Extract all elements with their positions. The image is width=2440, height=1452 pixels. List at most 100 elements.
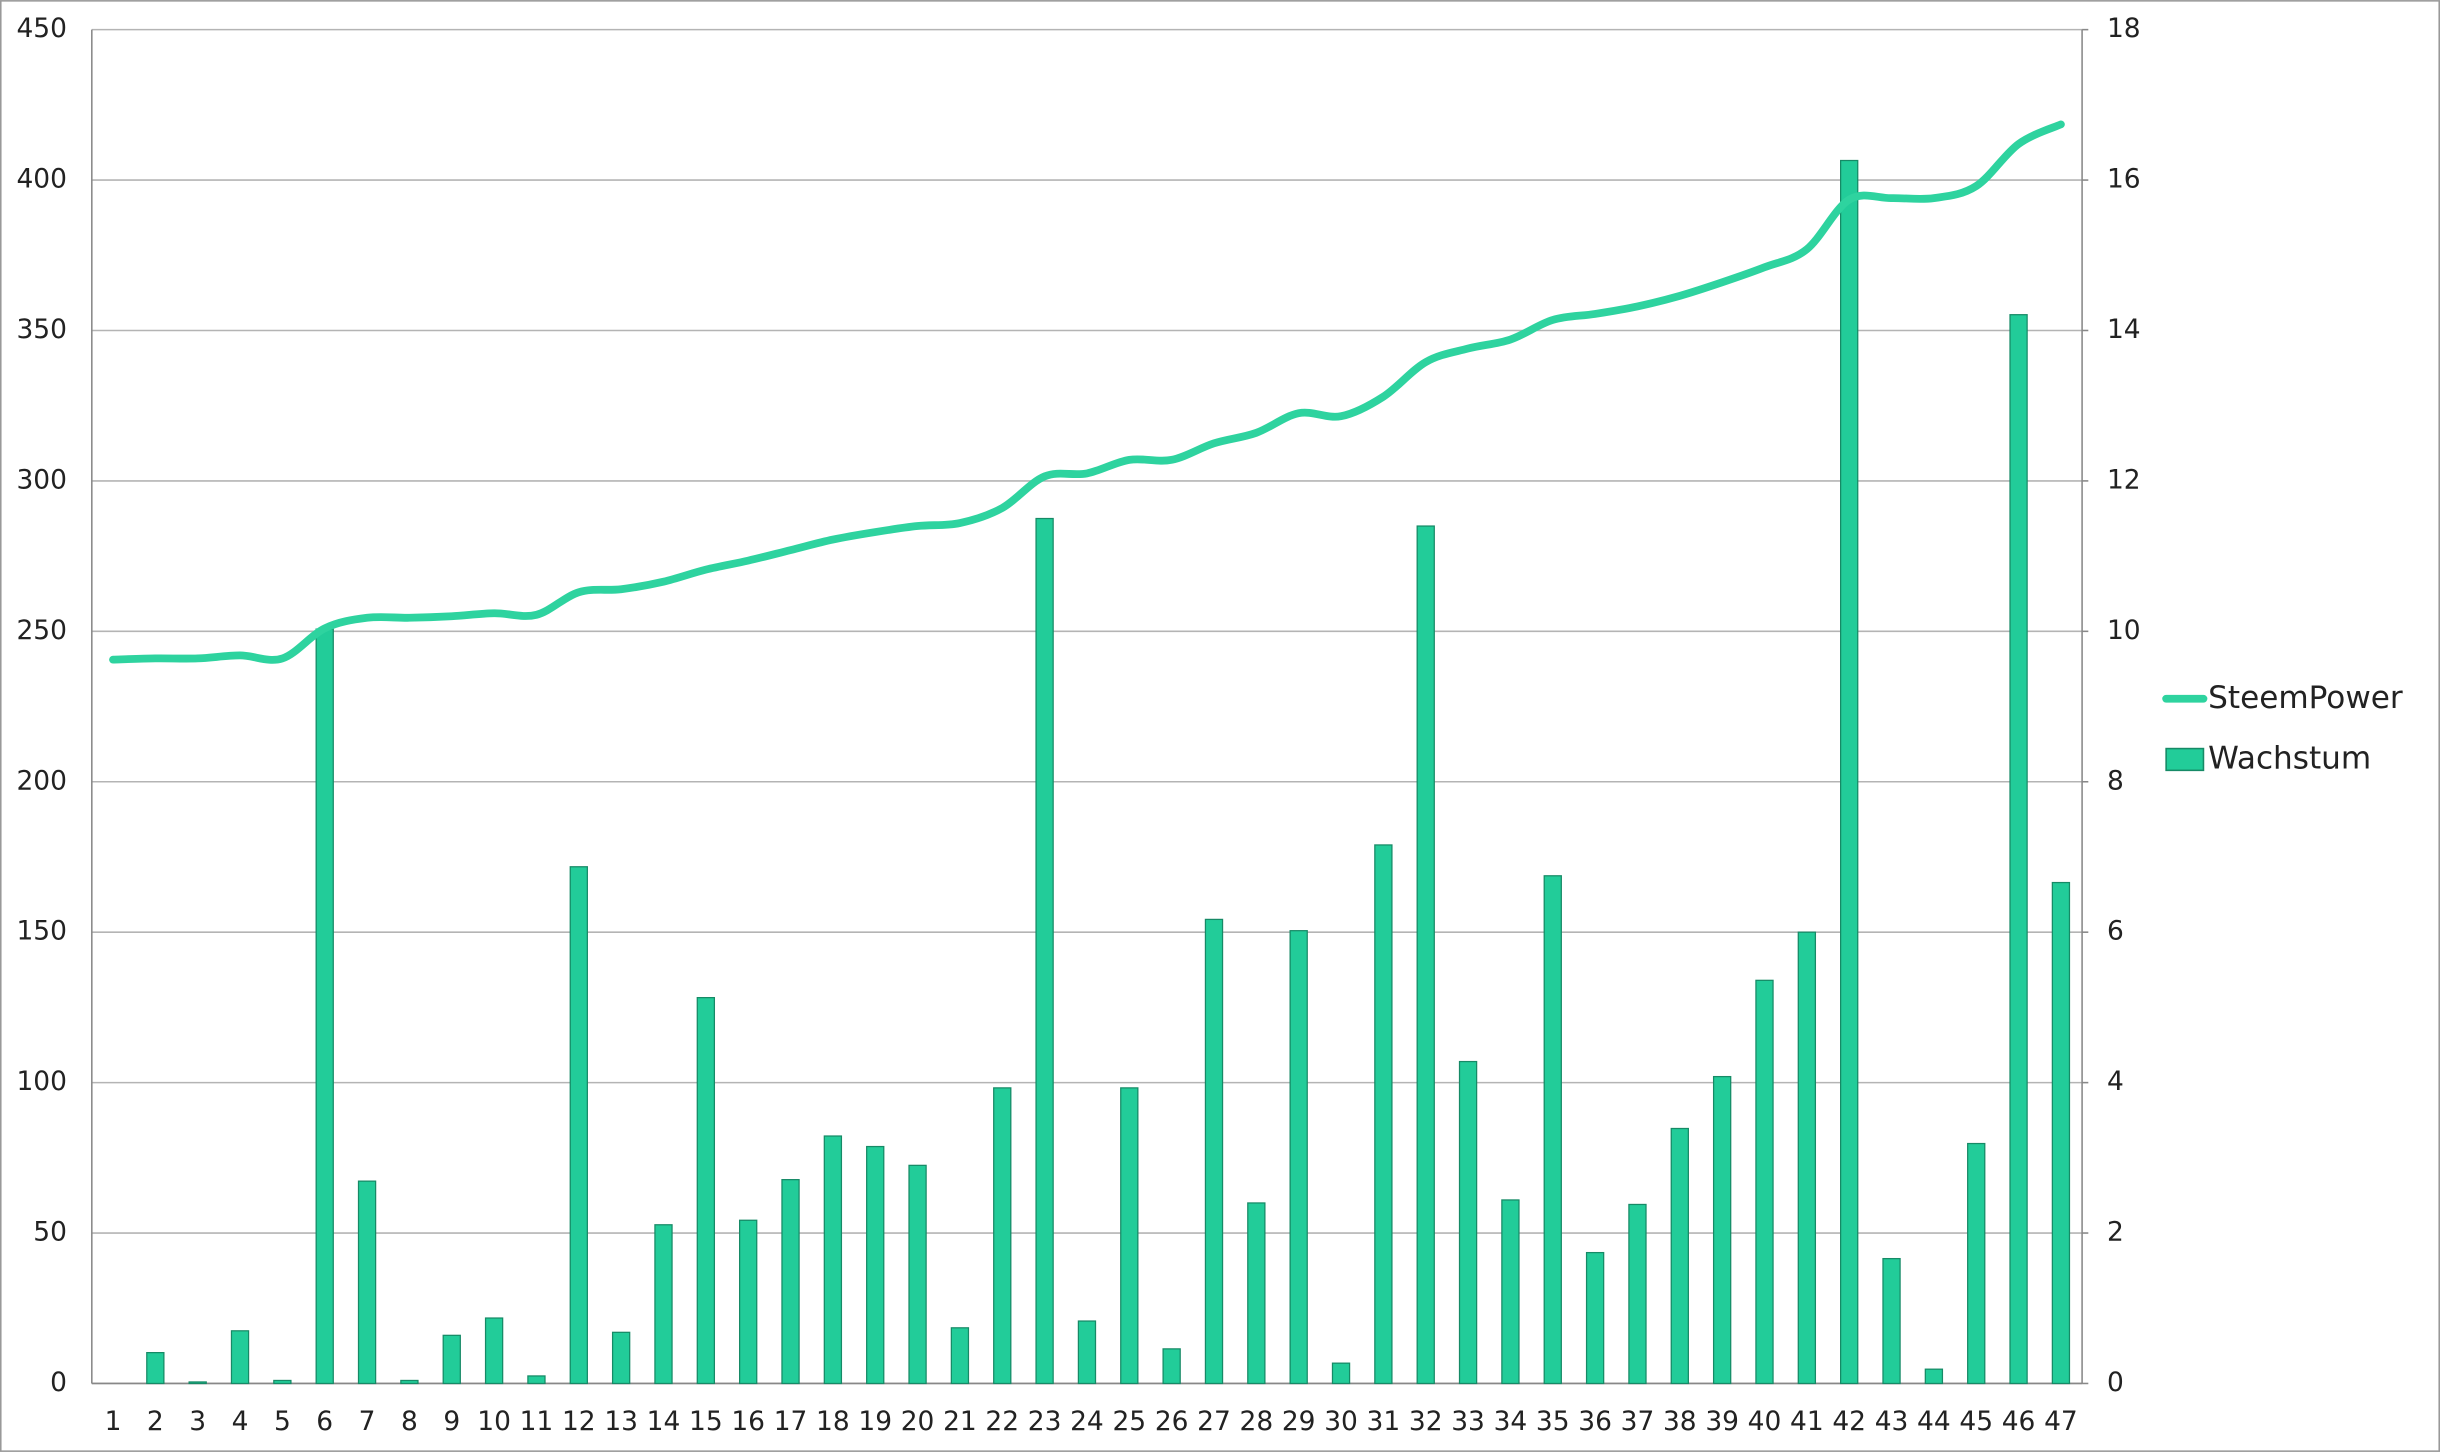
bar bbox=[1797, 931, 1817, 1385]
bar bbox=[1035, 517, 1054, 1385]
bar bbox=[1204, 918, 1224, 1385]
bar bbox=[654, 1224, 673, 1385]
x-tick-label: 4 bbox=[232, 1406, 249, 1437]
y2-tick-label: 10 bbox=[2107, 615, 2141, 646]
x-tick-label: 27 bbox=[1197, 1406, 1231, 1437]
x-tick-label: 11 bbox=[520, 1406, 554, 1437]
x-tick-label: 17 bbox=[774, 1406, 808, 1437]
x-tick-label: 40 bbox=[1748, 1406, 1782, 1437]
y-tick-label: 300 bbox=[16, 464, 66, 495]
bar bbox=[273, 1379, 292, 1385]
x-tick-label: 9 bbox=[443, 1406, 460, 1437]
line bbox=[109, 120, 2065, 664]
x-tick-label: 43 bbox=[1875, 1406, 1909, 1437]
x-tick-label: 33 bbox=[1451, 1406, 1485, 1437]
legend-label: Wachstum bbox=[2208, 740, 2371, 776]
bar bbox=[1628, 1203, 1647, 1385]
x-tick-label: 1 bbox=[105, 1406, 122, 1437]
y-tick-label: 200 bbox=[16, 765, 66, 796]
y2-tick-label: 16 bbox=[2107, 164, 2141, 195]
bar bbox=[1247, 1202, 1266, 1385]
x-tick-label: 16 bbox=[731, 1406, 765, 1437]
bar bbox=[1712, 1075, 1732, 1385]
bar bbox=[1416, 525, 1435, 1385]
y-tick-label: 400 bbox=[16, 164, 66, 195]
bar bbox=[611, 1331, 631, 1385]
bar bbox=[1924, 1368, 1944, 1385]
x-tick-label: 44 bbox=[1917, 1406, 1951, 1437]
x-tick-label: 5 bbox=[274, 1406, 291, 1437]
bar bbox=[1501, 1199, 1520, 1385]
bar bbox=[569, 866, 588, 1385]
x-tick-label: 12 bbox=[562, 1406, 596, 1437]
y2-tick-label: 8 bbox=[2107, 765, 2124, 796]
bar bbox=[1840, 159, 1859, 1385]
x-tick-label: 6 bbox=[316, 1406, 333, 1437]
x-tick-label: 18 bbox=[816, 1406, 850, 1437]
bar bbox=[1331, 1362, 1351, 1385]
bar bbox=[1882, 1257, 1901, 1385]
y-tick-label: 50 bbox=[33, 1217, 67, 1248]
x-tick-label: 15 bbox=[689, 1406, 723, 1437]
bar bbox=[230, 1330, 250, 1385]
y-tick-label: 100 bbox=[16, 1066, 66, 1097]
x-tick-label: 36 bbox=[1578, 1406, 1612, 1437]
x-tick-label: 8 bbox=[401, 1406, 418, 1437]
x-tick-label: 28 bbox=[1240, 1406, 1274, 1437]
bar bbox=[1755, 979, 1774, 1385]
bar bbox=[1543, 875, 1562, 1385]
x-tick-label: 2 bbox=[147, 1406, 164, 1437]
x-tick-label: 42 bbox=[1832, 1406, 1866, 1437]
x-tick-label: 3 bbox=[189, 1406, 206, 1437]
x-tick-label: 25 bbox=[1112, 1406, 1146, 1437]
bar bbox=[866, 1145, 885, 1385]
bar bbox=[1120, 1087, 1139, 1385]
bar bbox=[781, 1179, 800, 1385]
x-tick-label: 24 bbox=[1070, 1406, 1104, 1437]
bar bbox=[357, 1180, 377, 1385]
bar bbox=[1077, 1320, 1097, 1385]
x-tick-label: 13 bbox=[604, 1406, 638, 1437]
y2-tick-label: 4 bbox=[2107, 1066, 2124, 1097]
bar bbox=[823, 1135, 843, 1385]
bar bbox=[696, 996, 716, 1385]
x-tick-label: 38 bbox=[1663, 1406, 1697, 1437]
bar bbox=[1967, 1142, 1986, 1385]
bar bbox=[188, 1381, 207, 1385]
y-tick-label: 250 bbox=[16, 615, 66, 646]
x-tick-label: 26 bbox=[1155, 1406, 1189, 1437]
y2-tick-label: 6 bbox=[2107, 916, 2124, 947]
x-tick-label: 29 bbox=[1282, 1406, 1316, 1437]
x-tick-label: 22 bbox=[985, 1406, 1019, 1437]
bar bbox=[738, 1219, 758, 1385]
bar bbox=[1162, 1348, 1181, 1385]
bar bbox=[400, 1379, 419, 1385]
bar bbox=[950, 1327, 970, 1385]
bar bbox=[527, 1375, 546, 1385]
y-tick-label: 150 bbox=[16, 916, 66, 947]
bar bbox=[2009, 314, 2028, 1385]
x-tick-label: 35 bbox=[1536, 1406, 1570, 1437]
y2-tick-label: 0 bbox=[2107, 1367, 2124, 1398]
x-tick-label: 23 bbox=[1028, 1406, 1062, 1437]
bar bbox=[2051, 881, 2071, 1385]
bar bbox=[484, 1317, 504, 1385]
y-tick-label: 450 bbox=[16, 13, 66, 44]
bar bbox=[993, 1087, 1012, 1385]
x-tick-label: 37 bbox=[1621, 1406, 1655, 1437]
x-tick-label: 39 bbox=[1705, 1406, 1739, 1437]
bar bbox=[908, 1164, 927, 1385]
x-tick-label: 46 bbox=[2002, 1406, 2036, 1437]
bar bbox=[146, 1352, 165, 1385]
x-tick-label: 34 bbox=[1494, 1406, 1528, 1437]
bar bbox=[1670, 1127, 1689, 1385]
x-tick-label: 32 bbox=[1409, 1406, 1443, 1437]
y2-tick-label: 2 bbox=[2107, 1217, 2124, 1248]
bar bbox=[1374, 844, 1393, 1385]
y-tick-label: 0 bbox=[50, 1367, 67, 1398]
bar bbox=[1289, 930, 1308, 1385]
bar bbox=[1458, 1060, 1478, 1385]
bar bbox=[315, 628, 334, 1385]
x-tick-label: 30 bbox=[1324, 1406, 1358, 1437]
